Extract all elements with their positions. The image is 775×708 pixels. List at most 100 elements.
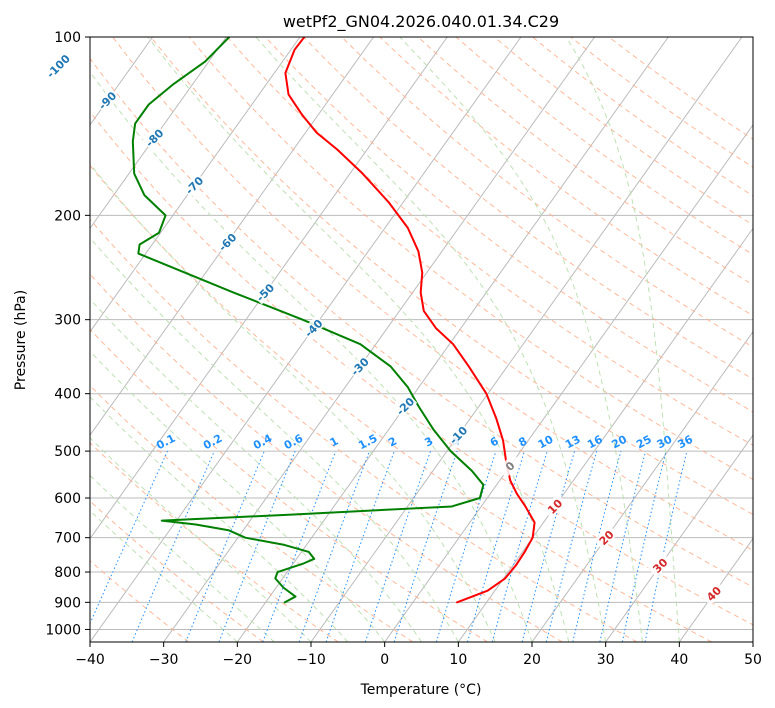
isotherm-label-bg bbox=[647, 552, 673, 578]
mixing-ratio-line bbox=[90, 450, 168, 625]
isotherm-line bbox=[90, 37, 448, 540]
mixing-ratio-line bbox=[131, 450, 215, 642]
plot-background bbox=[90, 37, 753, 642]
mixing-ratio-line bbox=[262, 450, 337, 642]
moist-adiabat-line bbox=[90, 437, 312, 642]
x-tick-label: 10 bbox=[449, 652, 467, 668]
x-tick-label: −40 bbox=[75, 652, 105, 668]
mixing-ratio-line bbox=[491, 450, 548, 642]
isotherm-label-bg bbox=[94, 87, 120, 113]
isotherm-label-bg bbox=[141, 125, 167, 150]
mixing-ratio-label: 16 bbox=[585, 433, 605, 452]
isotherm-label-bg bbox=[701, 580, 726, 606]
moist-adiabat-line bbox=[147, 37, 570, 642]
isotherm-line bbox=[236, 37, 669, 642]
isotherm-line bbox=[90, 37, 375, 437]
x-tick-label: 20 bbox=[523, 652, 541, 668]
mixing-ratio-line bbox=[393, 450, 458, 642]
y-tick-label: 100 bbox=[54, 30, 81, 46]
mixing-ratio-label: 13 bbox=[563, 433, 583, 452]
mixing-ratio-line bbox=[599, 450, 647, 642]
isotherm-line bbox=[90, 37, 301, 333]
moist-adiabat-line bbox=[399, 37, 643, 642]
dry-adiabat-line bbox=[90, 560, 190, 642]
mixing-ratio-line bbox=[435, 450, 497, 642]
moist-adiabat-line bbox=[90, 396, 349, 642]
data-layer bbox=[131, 37, 536, 604]
isotherm-line bbox=[163, 37, 596, 642]
moist-adiabat-line bbox=[90, 237, 459, 642]
x-tick-label: 0 bbox=[380, 652, 389, 668]
dry-adiabat-line bbox=[341, 37, 753, 348]
dewpoint-profile-line bbox=[131, 37, 485, 604]
x-tick-label: −30 bbox=[149, 652, 179, 668]
y-tick-label: 300 bbox=[54, 313, 81, 329]
x-tick-label: −20 bbox=[223, 652, 253, 668]
dry-adiabat-line bbox=[90, 328, 488, 642]
mixing-ratio-line bbox=[185, 450, 265, 642]
x-tick-label: −10 bbox=[296, 652, 326, 668]
isotherm-line bbox=[384, 124, 753, 642]
mixing-ratio-line bbox=[218, 450, 296, 642]
isotherm-line bbox=[90, 37, 522, 642]
chart-title: wetPf2_GN04.2026.040.01.34.C29 bbox=[283, 12, 559, 32]
dry-adiabat-line bbox=[417, 37, 753, 286]
mixing-ratio-line bbox=[325, 450, 395, 642]
y-tick-label: 200 bbox=[54, 208, 81, 224]
mixing-ratio-label: 25 bbox=[634, 433, 654, 452]
dry-adiabat-line bbox=[90, 218, 638, 642]
isotherm-label-bg bbox=[593, 524, 619, 550]
y-tick-label: 1000 bbox=[45, 622, 81, 638]
y-tick-label: 500 bbox=[54, 444, 81, 460]
moist-adiabat-line bbox=[565, 37, 680, 642]
dry-adiabat-line bbox=[90, 273, 563, 642]
y-tick-label: 600 bbox=[54, 491, 81, 507]
axes-layer: −40 −30 −20 −10 0 10 20 30 40 50 100 200 300 400 500 60… bbox=[45, 30, 762, 668]
mixing-ratio-line bbox=[572, 450, 622, 642]
grid-layer bbox=[90, 37, 753, 642]
mixing-ratio-label: 20 bbox=[609, 433, 629, 452]
y-tick-label: 700 bbox=[54, 531, 81, 547]
isotherm-line bbox=[310, 37, 743, 642]
mixing-ratio-line bbox=[298, 450, 370, 642]
mixing-ratio-line bbox=[467, 450, 525, 642]
isotherm-label-bg bbox=[214, 229, 240, 255]
isotherm-label-bg bbox=[392, 393, 418, 419]
isotherm-label-bg bbox=[497, 453, 522, 479]
isotherm-label-bg bbox=[252, 279, 278, 305]
x-tick-label: 30 bbox=[597, 652, 615, 668]
moist-adiabat-line bbox=[90, 510, 238, 642]
moist-adiabat-line bbox=[90, 163, 496, 642]
dry-adiabat-line bbox=[265, 37, 753, 413]
x-tick-label: 40 bbox=[670, 652, 688, 668]
moist-adiabat-line bbox=[90, 350, 386, 642]
mixing-ratio-line bbox=[521, 450, 576, 642]
mixing-ratio-label: 36 bbox=[675, 433, 695, 452]
mixing-ratio-label: 10 bbox=[536, 433, 556, 452]
dry-adiabat-line bbox=[150, 37, 753, 516]
isotherm-label-bg bbox=[542, 493, 567, 519]
dry-adiabat-line bbox=[226, 37, 753, 446]
isotherm-line bbox=[605, 434, 753, 642]
isotherm-label-bg bbox=[347, 353, 372, 379]
isotherm-label-bg bbox=[45, 53, 71, 79]
moist-adiabat-line bbox=[90, 298, 422, 642]
mixing-ratio-line bbox=[545, 450, 598, 642]
x-tick-label: 50 bbox=[744, 652, 762, 668]
dry-adiabat-line bbox=[90, 384, 414, 642]
isotherm-label-bg bbox=[181, 172, 207, 198]
isotherm-label-bg bbox=[445, 422, 471, 448]
mixing-ratio-line bbox=[364, 450, 431, 642]
y-tick-label: 400 bbox=[54, 387, 81, 403]
dry-adiabat-line bbox=[90, 164, 712, 642]
mixing-ratio-label: 30 bbox=[655, 433, 675, 452]
isotherm-label-bg bbox=[300, 315, 326, 341]
x-axis-label: Temperature (°C) bbox=[360, 682, 482, 698]
plot-frame bbox=[89, 36, 754, 643]
y-tick-label: 900 bbox=[54, 595, 81, 611]
isotherm-line bbox=[678, 537, 753, 642]
y-tick-label: 800 bbox=[54, 565, 81, 581]
mixing-ratio-line bbox=[621, 450, 667, 642]
y-axis-label: Pressure (hPa) bbox=[13, 290, 29, 390]
